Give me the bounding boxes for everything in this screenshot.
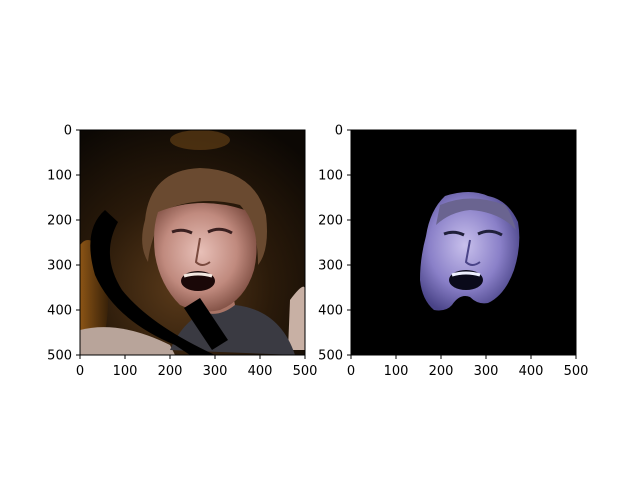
y-tick-label: 100 — [318, 169, 343, 184]
y-tick-label: 400 — [47, 304, 72, 319]
y-tick-label: 0 — [64, 124, 72, 139]
y-tick-label: 200 — [47, 214, 72, 229]
original-image-panel: 0 100 200 300 400 500 0 100 200 300 400 500 — [47, 124, 317, 380]
x-tick-label: 500 — [564, 364, 589, 379]
x-tick-label: 300 — [203, 364, 228, 379]
y-tick-label: 300 — [47, 259, 72, 274]
y-tick-label: 500 — [47, 349, 72, 364]
x-tick-label: 100 — [384, 364, 409, 379]
x-tick-label: 400 — [519, 364, 544, 379]
y-tick-label: 400 — [318, 304, 343, 319]
x-tick-label: 400 — [248, 364, 273, 379]
masked-face-image-axes: 0 100 200 300 400 500 0 100 200 300 400 500 — [318, 124, 588, 380]
x-tick-label: 0 — [76, 364, 84, 379]
original-photo — [80, 130, 305, 355]
x-tick-label: 300 — [474, 364, 499, 379]
original-image-frame — [79, 129, 306, 356]
y-tick-label: 300 — [318, 259, 343, 274]
original-image-axes: 0 100 200 300 400 500 0 100 200 300 400 500 — [47, 124, 317, 380]
y-tick-label: 0 — [335, 124, 343, 139]
masked-face-photo — [351, 130, 576, 355]
y-tick-label: 200 — [318, 214, 343, 229]
x-tick-label: 0 — [347, 364, 355, 379]
y-tick-label: 500 — [318, 349, 343, 364]
y-tick-label: 100 — [47, 169, 72, 184]
x-tick-label: 200 — [158, 364, 183, 379]
masked-face-image-panel: 0 100 200 300 400 500 0 100 200 300 400 500 — [318, 124, 588, 380]
x-tick-label: 200 — [429, 364, 454, 379]
x-tick-label: 100 — [113, 364, 138, 379]
masked-face-image-frame — [350, 129, 577, 356]
x-tick-label: 500 — [293, 364, 318, 379]
